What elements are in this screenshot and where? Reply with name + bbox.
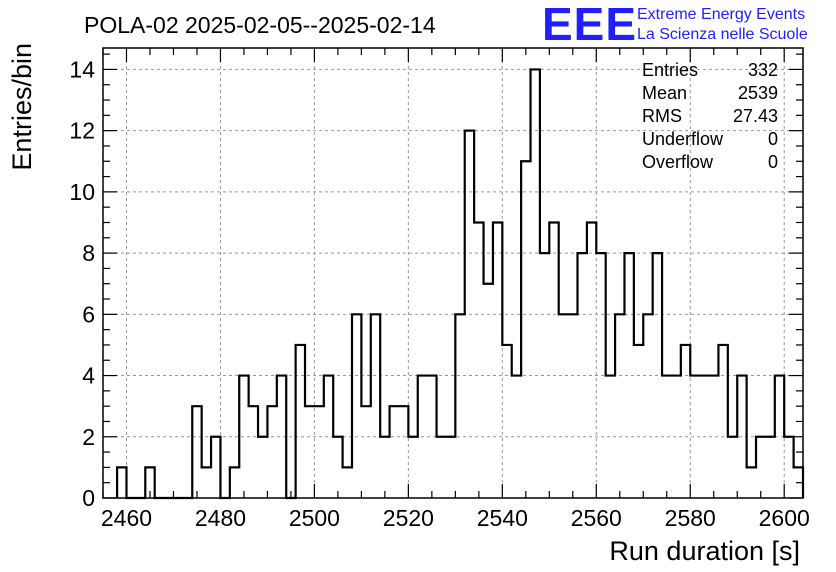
histogram-bin bbox=[455, 314, 464, 498]
histogram-bin bbox=[531, 69, 540, 498]
histogram-bin bbox=[408, 437, 417, 498]
histogram-bin bbox=[305, 406, 314, 498]
stat-value: 332 bbox=[748, 60, 778, 80]
histogram-bin bbox=[249, 406, 258, 498]
grid-lines bbox=[103, 48, 803, 498]
histogram-outline bbox=[115, 68, 805, 500]
histogram-bin bbox=[718, 345, 727, 498]
histogram-bin bbox=[117, 467, 126, 498]
y-tick-label: 2 bbox=[82, 424, 95, 450]
histogram-bin bbox=[192, 406, 201, 498]
histogram-bin bbox=[728, 437, 737, 498]
histogram-bin bbox=[437, 437, 446, 498]
x-tick-label: 2580 bbox=[665, 505, 716, 531]
stat-label: Mean bbox=[642, 83, 687, 103]
x-tick-label: 2480 bbox=[195, 505, 246, 531]
histogram-bin bbox=[549, 222, 558, 498]
logo-line-2: La Scienza nelle Scuole bbox=[637, 26, 808, 43]
histogram-bin bbox=[380, 437, 389, 498]
x-tick-label: 2460 bbox=[101, 505, 152, 531]
histogram-bin bbox=[756, 437, 765, 498]
y-tick-label: 6 bbox=[82, 301, 95, 327]
eee-logo-mark: EEE bbox=[542, 0, 637, 50]
histogram-bin bbox=[643, 314, 652, 498]
histogram-bin bbox=[747, 467, 756, 498]
histogram-bin bbox=[211, 437, 220, 498]
x-tick-label: 2540 bbox=[477, 505, 528, 531]
histogram-bin bbox=[568, 314, 577, 498]
histogram-bin bbox=[296, 345, 305, 498]
y-tick-label: 8 bbox=[82, 240, 95, 266]
histogram-bin bbox=[202, 467, 211, 498]
chart-title: POLA-02 2025-02-05--2025-02-14 bbox=[84, 12, 436, 38]
stat-label: Entries bbox=[642, 60, 698, 80]
histogram-bin bbox=[634, 345, 643, 498]
x-tick-label: 2600 bbox=[759, 505, 810, 531]
y-tick-label: 4 bbox=[82, 363, 95, 389]
stat-value: 0 bbox=[768, 129, 778, 149]
histogram-bin bbox=[521, 161, 530, 498]
histogram-bin bbox=[333, 437, 342, 498]
x-tick-label: 2500 bbox=[289, 505, 340, 531]
histogram-bin bbox=[230, 467, 239, 498]
histogram-bin bbox=[502, 345, 511, 498]
y-tick-label: 14 bbox=[69, 56, 95, 82]
y-tick-label: 0 bbox=[82, 485, 95, 511]
axis-ticks: 2460 2480 2500 2520 2540 2560 2580 2600 0 2 4 6 8 10 1… bbox=[69, 48, 810, 531]
logo-line-1: Extreme Energy Events bbox=[637, 6, 805, 23]
histogram-bin bbox=[399, 406, 408, 498]
y-tick-label: 12 bbox=[69, 118, 95, 144]
histogram-bin bbox=[587, 222, 596, 498]
histogram-bin bbox=[352, 314, 361, 498]
histogram-bin bbox=[681, 345, 690, 498]
histogram-bin bbox=[784, 437, 793, 498]
y-axis-label: Entries/bin bbox=[7, 43, 37, 171]
x-axis-label: Run duration [s] bbox=[609, 536, 800, 566]
histogram-bin bbox=[314, 406, 323, 498]
histogram-bin bbox=[267, 406, 276, 498]
stat-value: 0 bbox=[768, 152, 778, 172]
stats-box: Entries 332 Mean 2539 RMS 27.43 Underflow 0 Over… bbox=[642, 60, 778, 172]
stat-label: Overflow bbox=[642, 152, 714, 172]
stat-label: Underflow bbox=[642, 129, 724, 149]
stat-label: RMS bbox=[642, 106, 682, 126]
histogram-bin bbox=[493, 222, 502, 498]
histogram-bin bbox=[615, 314, 624, 498]
stat-value: 2539 bbox=[738, 83, 778, 103]
x-tick-label: 2520 bbox=[383, 505, 434, 531]
y-tick-label: 10 bbox=[69, 179, 95, 205]
histogram-bin bbox=[484, 284, 493, 498]
histogram-bin bbox=[559, 314, 568, 498]
histogram-bin bbox=[371, 314, 380, 498]
histogram-bin bbox=[258, 437, 267, 498]
histogram-bin bbox=[361, 406, 370, 498]
histogram-bin bbox=[474, 222, 483, 498]
histogram-bin bbox=[765, 437, 774, 498]
x-tick-label: 2560 bbox=[571, 505, 622, 531]
histogram-bin bbox=[446, 437, 455, 498]
histogram-bin bbox=[390, 406, 399, 498]
histogram-bin bbox=[343, 467, 352, 498]
plot-frame bbox=[102, 47, 804, 499]
eee-logo: EEE Extreme Energy Events La Scienza nel… bbox=[542, 0, 808, 50]
stat-value: 27.43 bbox=[733, 106, 778, 126]
